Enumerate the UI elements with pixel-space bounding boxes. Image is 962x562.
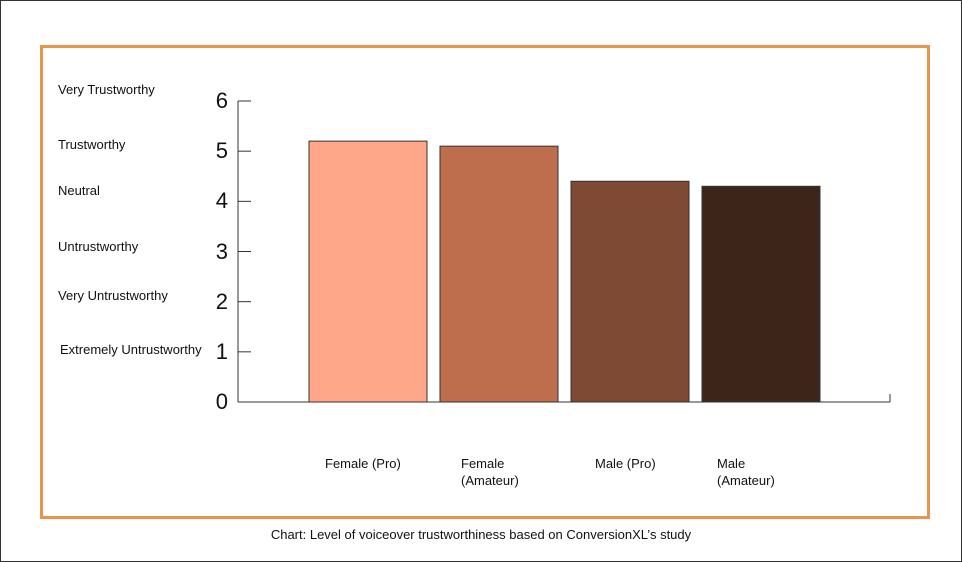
- bar: [570, 180, 690, 403]
- x-category-label: Male (Pro): [595, 456, 656, 471]
- y-tick-label: 3: [215, 238, 228, 264]
- bar: [439, 145, 559, 403]
- rating-scale-label: Untrustworthy: [58, 239, 139, 254]
- y-tick-label: 1: [215, 338, 228, 364]
- chart-caption: Chart: Level of voiceover trustworthines…: [270, 527, 692, 542]
- x-category-label: Female (Amateur): [461, 456, 519, 488]
- rating-scale-label: Trustworthy: [58, 137, 126, 152]
- rating-scale-label: Very Untrustworthy: [58, 288, 168, 303]
- y-tick-label: 0: [215, 389, 228, 414]
- x-category-label: Female (Pro): [325, 456, 401, 471]
- bar: [308, 140, 428, 403]
- y-tick-label: 6: [215, 88, 228, 113]
- y-tick-label: 4: [215, 188, 228, 214]
- y-tick-label: 2: [215, 288, 228, 314]
- rating-scale-label: Neutral: [58, 183, 100, 198]
- rating-scale-label: Very Trustworthy: [58, 82, 155, 97]
- bar: [701, 185, 821, 403]
- rating-scale-label: Extremely Untrustworthy: [60, 342, 202, 357]
- y-tick-label: 5: [215, 138, 228, 164]
- x-category-label: Male (Amateur): [717, 456, 775, 488]
